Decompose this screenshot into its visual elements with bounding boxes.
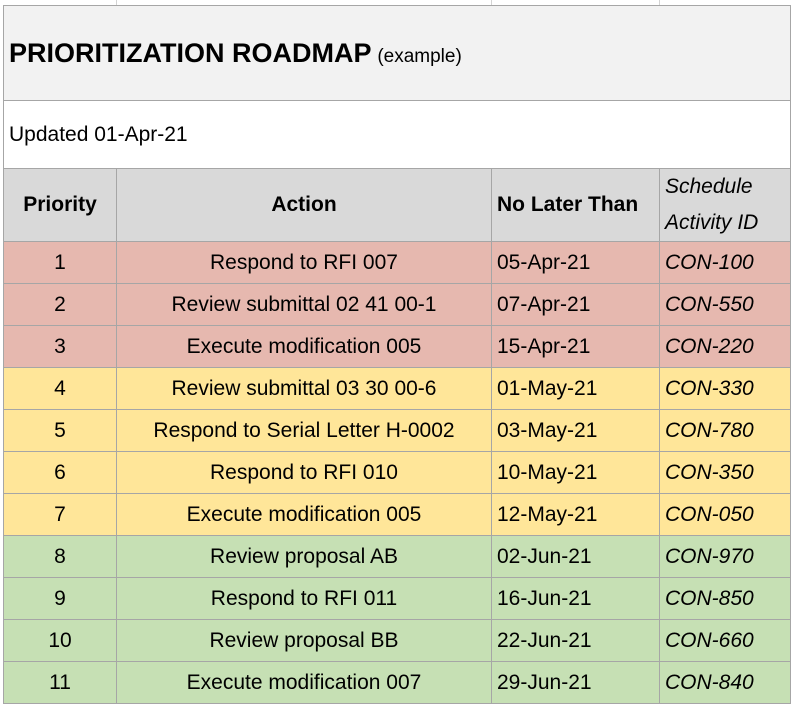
activity-id: CON-330 xyxy=(659,367,791,410)
roadmap-table: PRIORITIZATION ROADMAP (example) Updated… xyxy=(3,5,791,704)
table-row: 5 Respond to Serial Letter H-0002 03-May-2… xyxy=(3,409,791,452)
table-row: 3 Execute modification 005 15-Apr-21 CON-22… xyxy=(3,325,791,368)
grid-strip xyxy=(0,0,794,5)
title-row: PRIORITIZATION ROADMAP (example) xyxy=(3,5,791,101)
action: Review submittal 03 30 00-6 xyxy=(116,367,492,410)
table-row: 1 Respond to RFI 007 05-Apr-21 CON-100 xyxy=(3,241,791,284)
due-date: 01-May-21 xyxy=(491,367,660,410)
column-header: Action xyxy=(116,168,492,242)
priority: 5 xyxy=(3,409,117,452)
action: Review proposal BB xyxy=(116,619,492,662)
activity-id: CON-100 xyxy=(659,241,791,284)
priority: 6 xyxy=(3,451,117,494)
due-date: 16-Jun-21 xyxy=(491,577,660,620)
priority: 3 xyxy=(3,325,117,368)
table-row: 7 Execute modification 005 12-May-21 CON-05… xyxy=(3,493,791,536)
action: Review submittal 02 41 00-1 xyxy=(116,283,492,326)
action: Respond to RFI 007 xyxy=(116,241,492,284)
priority: 4 xyxy=(3,367,117,410)
due-date: 02-Jun-21 xyxy=(491,535,660,578)
table-row: 11 Execute modification 007 29-Jun-21 CON-8… xyxy=(3,661,791,704)
activity-id: CON-050 xyxy=(659,493,791,536)
action: Respond to RFI 011 xyxy=(116,577,492,620)
action: Execute modification 005 xyxy=(116,325,492,368)
activity-id: CON-780 xyxy=(659,409,791,452)
activity-id: CON-550 xyxy=(659,283,791,326)
subtitle: (example) xyxy=(377,45,462,67)
activity-id: CON-220 xyxy=(659,325,791,368)
column-header: Priority xyxy=(3,168,117,242)
table-body: 1 Respond to RFI 007 05-Apr-21 CON-100 2 Revi… xyxy=(3,241,791,704)
due-date: 15-Apr-21 xyxy=(491,325,660,368)
action: Execute modification 007 xyxy=(116,661,492,704)
updated: Updated 01-Apr-21 xyxy=(3,100,791,169)
strip-line xyxy=(659,0,660,5)
activity-id: CON-850 xyxy=(659,577,791,620)
action: Respond to RFI 010 xyxy=(116,451,492,494)
strip-line xyxy=(491,0,492,5)
priority: 10 xyxy=(3,619,117,662)
due-date: 07-Apr-21 xyxy=(491,283,660,326)
priority: 7 xyxy=(3,493,117,536)
header-row: Priority Action No Later Than Schedule A… xyxy=(3,168,791,242)
table-row: 10 Review proposal BB 22-Jun-21 CON-660 xyxy=(3,619,791,662)
action: Review proposal AB xyxy=(116,535,492,578)
title-cell: PRIORITIZATION ROADMAP (example) xyxy=(3,5,791,101)
activity-id: CON-840 xyxy=(659,661,791,704)
due-date: 29-Jun-21 xyxy=(491,661,660,704)
title: PRIORITIZATION ROADMAP xyxy=(9,37,372,68)
activity-id: CON-970 xyxy=(659,535,791,578)
activity-id: CON-350 xyxy=(659,451,791,494)
table-row: 4 Review submittal 03 30 00-6 01-May-21 CON… xyxy=(3,367,791,410)
table-row: 8 Review proposal AB 02-Jun-21 CON-970 xyxy=(3,535,791,578)
action: Respond to Serial Letter H-0002 xyxy=(116,409,492,452)
activity-id: CON-660 xyxy=(659,619,791,662)
due-date: 10-May-21 xyxy=(491,451,660,494)
priority: 9 xyxy=(3,577,117,620)
strip-line xyxy=(116,0,117,5)
due-date: 22-Jun-21 xyxy=(491,619,660,662)
table-row: 2 Review submittal 02 41 00-1 07-Apr-21 CON… xyxy=(3,283,791,326)
due-date: 12-May-21 xyxy=(491,493,660,536)
updated-row: Updated 01-Apr-21 xyxy=(3,100,791,169)
due-date: 03-May-21 xyxy=(491,409,660,452)
column-header: Schedule Activity ID xyxy=(659,168,791,242)
priority: 2 xyxy=(3,283,117,326)
table-row: 6 Respond to RFI 010 10-May-21 CON-350 xyxy=(3,451,791,494)
priority: 11 xyxy=(3,661,117,704)
priority: 8 xyxy=(3,535,117,578)
due-date: 05-Apr-21 xyxy=(491,241,660,284)
column-header: No Later Than xyxy=(491,168,660,242)
priority: 1 xyxy=(3,241,117,284)
table-row: 9 Respond to RFI 011 16-Jun-21 CON-850 xyxy=(3,577,791,620)
action: Execute modification 005 xyxy=(116,493,492,536)
